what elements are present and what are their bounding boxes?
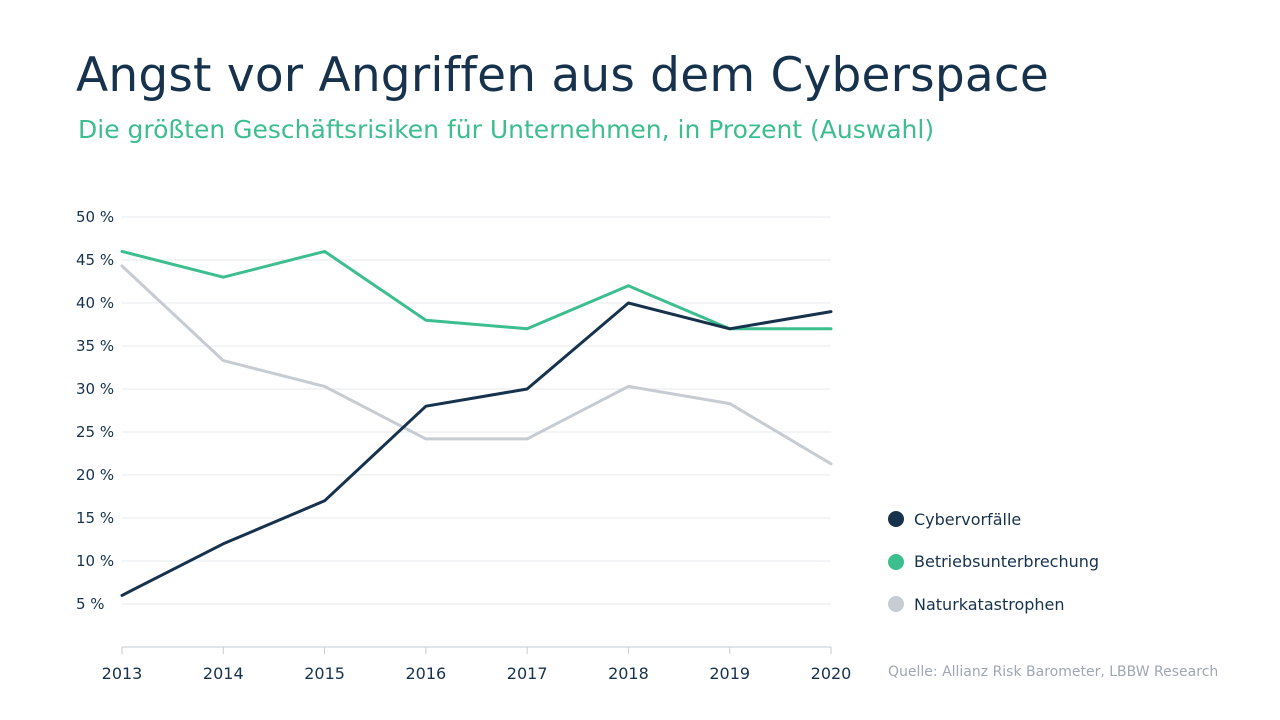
y-tick-label: 20 %: [76, 466, 114, 484]
series-lines: [120, 249, 833, 597]
legend-item-betriebsunterbrechung[interactable]: Betriebsunterbrechung: [888, 551, 1099, 573]
y-tick-label: 25 %: [76, 423, 114, 441]
x-tick-label: 2015: [304, 664, 345, 683]
legend-marker-betriebsunterbrechung: [888, 553, 904, 570]
x-tick-label: 2016: [405, 664, 446, 683]
legend: Cybervorfälle Betriebsunterbrechung Natu…: [888, 508, 1099, 636]
series-line-naturkatastrophen: [120, 264, 833, 466]
x-tick-label: 2017: [507, 664, 548, 683]
legend-item-naturkatastrophen[interactable]: Naturkatastrophen: [888, 593, 1099, 615]
x-axis-ticks: 2013 2014 2015 2016 2017 2018 2019 2020: [102, 664, 852, 683]
legend-label: Naturkatastrophen: [914, 594, 1065, 614]
x-tick-label: 2020: [811, 664, 852, 683]
y-tick-label: 30 %: [76, 380, 114, 398]
legend-marker-naturkatastrophen: [888, 596, 904, 612]
series-line-cybervorfälle: [120, 301, 833, 597]
x-tick-label: 2019: [709, 664, 750, 683]
y-tick-label: 35 %: [76, 337, 114, 355]
x-tick-label: 2018: [608, 664, 649, 683]
y-tick-label: 40 %: [76, 294, 114, 312]
chart-subtitle: Die größten Geschäftsrisiken für Unterne…: [78, 115, 935, 144]
x-tick-label: 2013: [102, 664, 143, 683]
legend-item-cybervorfaelle[interactable]: Cybervorfälle: [888, 508, 1099, 530]
legend-label: Betriebsunterbrechung: [914, 552, 1100, 571]
source-note: Quelle: Allianz Risk Barometer, LBBW Res…: [888, 664, 1219, 680]
gridlines: [122, 216, 831, 605]
series-line-betriebsunterbrechung: [120, 249, 833, 331]
y-tick-label: 5 %: [76, 595, 105, 613]
legend-label: Cybervorfälle: [914, 509, 1022, 529]
y-tick-label: 50 %: [76, 208, 114, 226]
y-axis-ticks: 5 % 10 % 15 % 20 % 25 % 30 % 35 % 40 % 45 % 50 %: [76, 208, 114, 613]
legend-marker-cybervorfaelle: [888, 511, 904, 527]
y-tick-label: 45 %: [76, 251, 114, 269]
y-tick-label: 15 %: [76, 509, 114, 527]
x-tick-label: 2014: [203, 664, 244, 683]
chart-title: Angst vor Angriffen aus dem Cyberspace: [76, 48, 1050, 103]
x-axis: [121, 646, 832, 654]
y-tick-label: 10 %: [76, 552, 114, 570]
